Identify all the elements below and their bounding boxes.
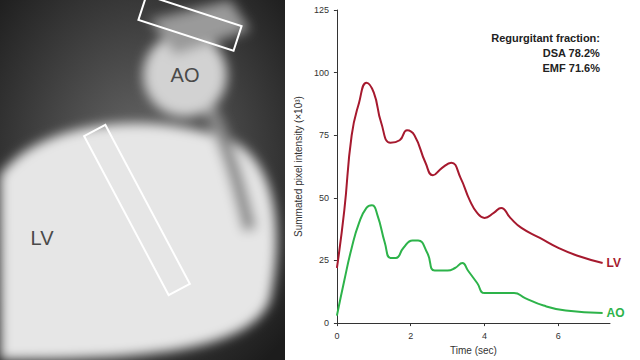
- svg-text:Time (sec): Time (sec): [450, 345, 497, 356]
- svg-text:50: 50: [319, 193, 329, 203]
- svg-text:6: 6: [556, 331, 561, 341]
- svg-text:75: 75: [319, 130, 329, 140]
- svg-text:AO: AO: [171, 64, 200, 86]
- svg-text:0: 0: [334, 331, 339, 341]
- svg-text:DSA 78.2%: DSA 78.2%: [543, 47, 600, 59]
- svg-text:Summated pixel intensity (×10³: Summated pixel intensity (×10³): [293, 96, 304, 237]
- svg-text:4: 4: [482, 331, 487, 341]
- svg-text:Regurgitant fraction:: Regurgitant fraction:: [491, 32, 600, 44]
- svg-text:125: 125: [314, 5, 329, 15]
- svg-text:EMF 71.6%: EMF 71.6%: [543, 62, 601, 74]
- svg-text:AO: AO: [607, 306, 625, 320]
- svg-text:100: 100: [314, 68, 329, 78]
- svg-text:LV: LV: [31, 227, 55, 249]
- svg-text:LV: LV: [607, 256, 621, 270]
- svg-text:0: 0: [324, 318, 329, 328]
- svg-text:2: 2: [408, 331, 413, 341]
- svg-text:25: 25: [319, 255, 329, 265]
